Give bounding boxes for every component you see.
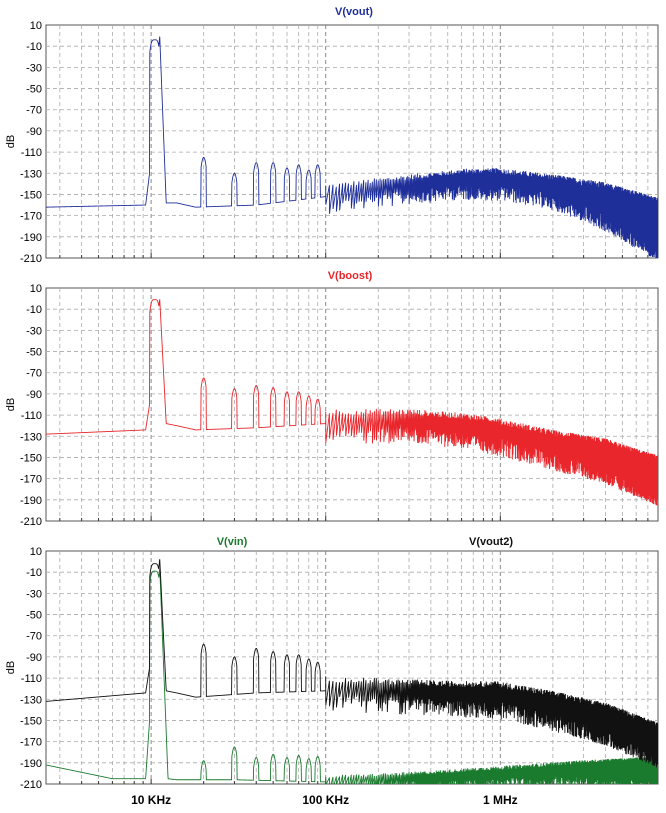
y-tick-label: -170 xyxy=(20,737,42,749)
chart-panel-3: 10 -10 -30 -50 -70 -90 -110 -130 -150 -170 -190 -21… xyxy=(5,536,659,807)
x-tick-label: 100 KHz xyxy=(302,793,349,807)
x-tick-label: 10 KHz xyxy=(131,793,171,807)
series-line-vvin xyxy=(46,567,658,784)
y-tick-label: -210 xyxy=(20,779,42,791)
y-tick-label: -30 xyxy=(26,325,42,337)
y-axis-label: dB xyxy=(5,398,17,411)
y-tick-label: -110 xyxy=(21,410,42,422)
y-tick-label: -190 xyxy=(20,758,42,770)
y-tick-label: -130 xyxy=(20,168,42,180)
y-tick-label: -50 xyxy=(26,84,42,96)
plot-area xyxy=(45,550,659,785)
y-tick-label: -150 xyxy=(20,715,42,727)
y-tick-label: -70 xyxy=(26,105,42,117)
y-tick-label: -150 xyxy=(20,452,42,464)
y-tick-label: -90 xyxy=(26,389,42,401)
y-tick-label: -190 xyxy=(20,495,42,507)
y-tick-label: 10 xyxy=(30,20,42,32)
y-tick-label: -110 xyxy=(21,147,42,159)
chart-title: V(vin) xyxy=(217,536,248,548)
series-line-vboost xyxy=(46,299,658,506)
y-axis-label: dB xyxy=(5,135,17,148)
y-tick-label: -170 xyxy=(20,211,42,223)
chart-panel-2: 10 -10 -30 -50 -70 -90 -110 -130 -150 -170 -190 -21… xyxy=(5,270,659,528)
y-tick-label: -110 xyxy=(21,673,42,685)
chart-title: V(vout) xyxy=(335,6,373,18)
chart-title: V(vout2) xyxy=(469,536,513,548)
chart-title: V(boost) xyxy=(328,270,373,282)
y-tick-label: -170 xyxy=(20,474,42,486)
y-tick-label: 10 xyxy=(30,283,42,295)
y-tick-label: -210 xyxy=(20,253,42,265)
y-tick-label: -150 xyxy=(20,189,42,201)
y-tick-label: -70 xyxy=(26,368,42,380)
plot-area xyxy=(45,287,659,522)
series-line-vvout2 xyxy=(46,559,658,768)
y-tick-label: -30 xyxy=(26,588,42,600)
y-axis-label: dB xyxy=(5,661,17,674)
y-tick-label: -90 xyxy=(26,126,42,138)
y-tick-label: -130 xyxy=(20,431,42,443)
x-tick-label: 1 MHz xyxy=(483,793,518,807)
y-tick-label: -10 xyxy=(26,304,42,316)
y-tick-label: -10 xyxy=(26,41,42,53)
y-tick-label: -30 xyxy=(26,62,42,74)
y-tick-label: -50 xyxy=(26,347,42,359)
plot-area xyxy=(45,24,659,259)
y-tick-label: -90 xyxy=(26,652,42,664)
y-tick-label: -10 xyxy=(26,567,42,579)
series-line-vvout xyxy=(46,36,658,258)
y-tick-label: -130 xyxy=(20,694,42,706)
y-tick-label: -210 xyxy=(20,516,42,528)
y-tick-label: -50 xyxy=(26,610,42,622)
y-tick-label: 10 xyxy=(30,546,42,558)
chart-panel-1: 10 -10 -30 -50 -70 -90 -110 -130 -150 -170 -190 -21… xyxy=(5,6,659,265)
y-tick-label: -70 xyxy=(26,631,42,643)
y-tick-label: -190 xyxy=(20,232,42,244)
